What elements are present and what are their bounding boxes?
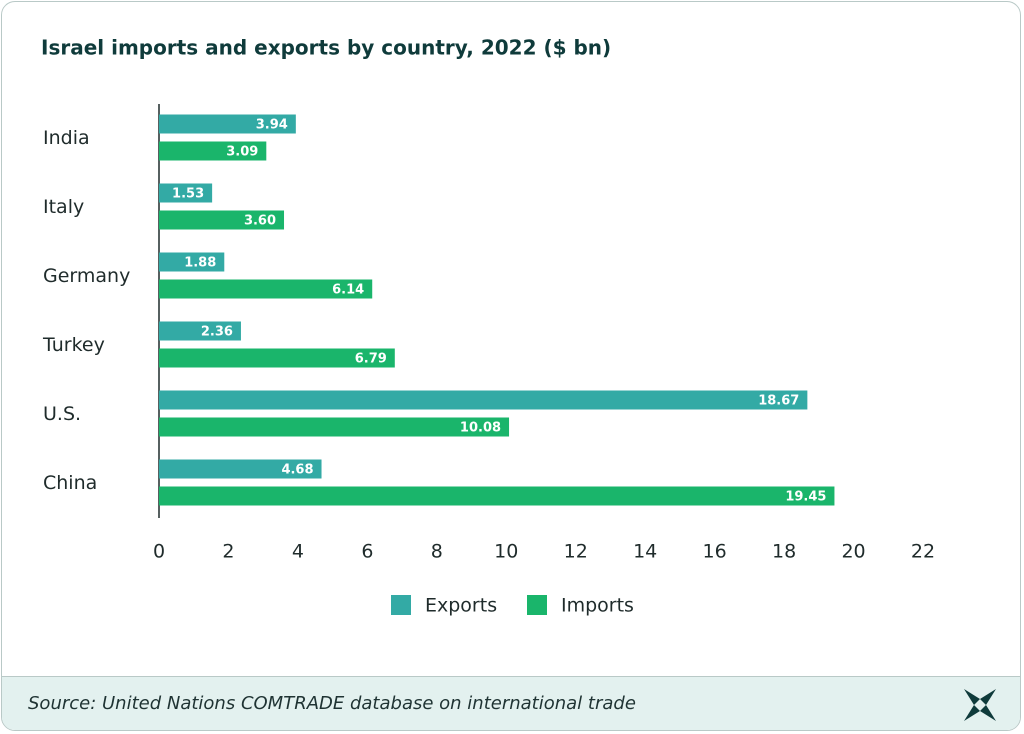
chart-title: Israel imports and exports by country, 2… (41, 36, 611, 60)
value-label: 1.88 (184, 256, 216, 271)
x-tick-label: 16 (703, 541, 727, 563)
value-label: 2.36 (201, 325, 233, 340)
value-label: 3.60 (244, 214, 276, 229)
bar (159, 417, 510, 437)
x-tick-label: 4 (292, 541, 304, 563)
footer: Source: United Nations COMTRADE database… (2, 676, 1020, 730)
x-tick-label: 22 (911, 541, 935, 563)
category-label: China (43, 472, 97, 494)
value-label: 18.67 (758, 394, 799, 409)
x-tick-label: 0 (153, 541, 165, 563)
bar (159, 486, 835, 506)
bar (159, 459, 322, 479)
category-label: U.S. (43, 403, 81, 425)
x-tick-label: 2 (222, 541, 234, 563)
category-label: Italy (43, 196, 84, 218)
bar (159, 183, 213, 203)
x-tick-label: 18 (772, 541, 796, 563)
value-label: 6.14 (332, 283, 364, 298)
x-tick-label: 8 (431, 541, 443, 563)
x-tick-label: 14 (633, 541, 657, 563)
bar (159, 279, 373, 299)
legend-label: Exports (425, 595, 497, 617)
chart: Israel imports and exports by country, 2… (41, 36, 935, 617)
value-label: 4.68 (281, 463, 313, 478)
legend-swatch (527, 595, 547, 615)
legend-swatch (391, 595, 411, 615)
value-label: 10.08 (460, 421, 501, 436)
bar (159, 390, 808, 410)
bar (159, 321, 241, 341)
x-tick-label: 6 (361, 541, 373, 563)
source: Source: United Nations COMTRADE database… (28, 693, 636, 714)
bar (159, 114, 296, 134)
value-label: 1.53 (172, 187, 204, 202)
value-label: 3.09 (226, 145, 258, 160)
category-label: Turkey (42, 334, 105, 356)
x-tick-label: 12 (564, 541, 588, 563)
bar (159, 210, 285, 230)
legend-label: Imports (561, 595, 634, 617)
logo (964, 689, 996, 721)
x-tick-label: 20 (841, 541, 865, 563)
value-label: 19.45 (785, 490, 826, 505)
category-label: Germany (43, 265, 130, 287)
value-label: 3.94 (256, 118, 288, 133)
category-label: India (43, 127, 90, 149)
bar (159, 252, 225, 272)
x-tick-label: 10 (494, 541, 518, 563)
bar (159, 348, 395, 368)
bar (159, 141, 267, 161)
value-label: 6.79 (355, 352, 387, 367)
